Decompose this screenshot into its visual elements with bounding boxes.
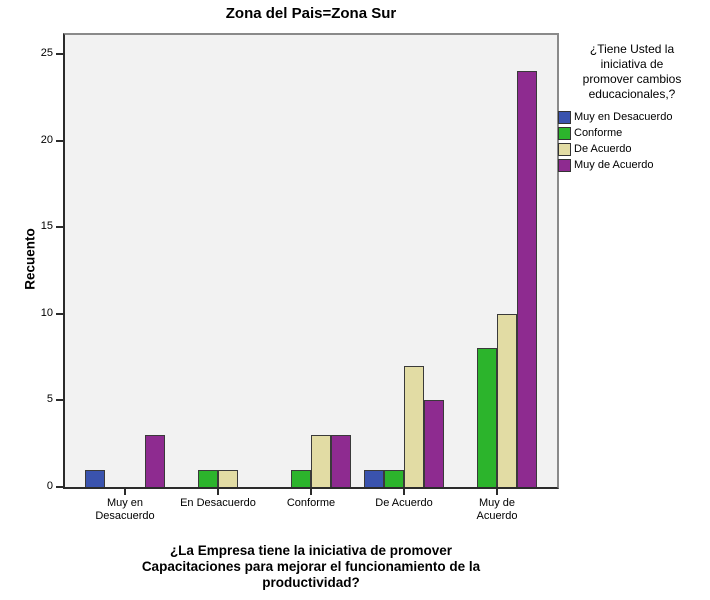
y-axis-tick-label: 10 xyxy=(40,306,53,319)
y-axis-tick xyxy=(56,399,63,402)
y-axis-tick xyxy=(56,226,63,229)
x-axis-tick-label: Muy en Desacuerdo xyxy=(95,497,155,522)
legend-swatch-icon xyxy=(558,126,571,140)
y-axis-tick xyxy=(56,53,63,56)
y-axis-tick xyxy=(56,312,63,315)
chart-title: Zona del Pais=Zona Sur xyxy=(225,5,397,22)
bar xyxy=(404,366,424,487)
x-axis-tick-label: Conforme xyxy=(286,497,336,509)
legend-swatch-icon xyxy=(558,110,571,124)
bar xyxy=(291,470,311,487)
x-axis-tick-label: En Desacuerdo xyxy=(180,497,256,509)
bar xyxy=(477,348,497,487)
legend-swatch-icon xyxy=(558,158,571,172)
x-axis-tick xyxy=(124,489,126,495)
legend-item-label: De Acuerdo xyxy=(574,143,632,155)
x-axis-tick xyxy=(217,489,219,495)
legend-item: Muy de Acuerdo xyxy=(558,158,706,172)
bar xyxy=(364,470,384,487)
plot-area xyxy=(63,33,559,489)
y-axis-tick-label: 15 xyxy=(40,220,53,233)
x-axis-tick-label: Muy de Acuerdo xyxy=(476,497,518,522)
x-axis-tick xyxy=(310,489,312,495)
bar xyxy=(218,470,238,487)
legend-item: Muy en Desacuerdo xyxy=(558,110,706,124)
y-axis-tick-label: 0 xyxy=(46,480,53,492)
y-axis-tick-label: 25 xyxy=(40,47,53,60)
y-axis-tick xyxy=(56,139,63,142)
legend-item-label: Muy de Acuerdo xyxy=(574,159,654,171)
legend: ¿Tiene Usted la iniciativa de promover c… xyxy=(558,42,706,174)
bar xyxy=(384,470,404,487)
bar xyxy=(85,470,105,487)
bar xyxy=(311,435,331,487)
legend-item-label: Muy en Desacuerdo xyxy=(574,111,673,123)
y-axis-title: Recuento xyxy=(22,228,38,290)
x-axis-title: ¿La Empresa tiene la iniciativa de promo… xyxy=(141,543,481,590)
bar xyxy=(331,435,351,487)
legend-title: ¿Tiene Usted la iniciativa de promover c… xyxy=(582,42,682,101)
x-axis-tick-label: De Acuerdo xyxy=(375,497,433,509)
y-axis-tick-label: 20 xyxy=(40,133,53,146)
legend-swatch-icon xyxy=(558,142,571,156)
x-axis-tick xyxy=(403,489,405,495)
bar xyxy=(497,314,517,487)
bar xyxy=(145,435,165,487)
legend-item: De Acuerdo xyxy=(558,142,706,156)
legend-items: Muy en Desacuerdo Conforme De Acuerdo Muy d… xyxy=(558,110,706,172)
bar xyxy=(424,400,444,487)
y-axis-tick xyxy=(56,486,63,488)
bar xyxy=(517,71,537,487)
x-axis-tick xyxy=(496,489,498,495)
bar xyxy=(198,470,218,487)
legend-item-label: Conforme xyxy=(574,127,623,139)
legend-item: Conforme xyxy=(558,126,706,140)
y-axis-tick-label: 5 xyxy=(46,393,53,406)
